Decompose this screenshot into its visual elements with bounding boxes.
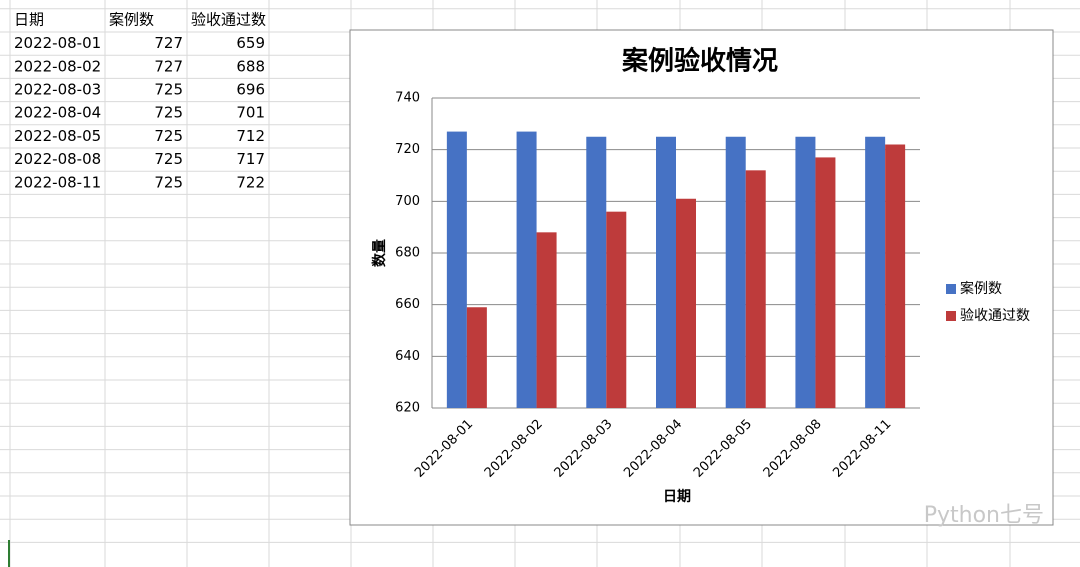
bar <box>656 136 676 408</box>
bar <box>885 144 906 408</box>
cell-date: 2022-08-03 <box>14 81 101 99</box>
watermark: Python七号 <box>924 503 1044 528</box>
cell-date: 2022-08-02 <box>14 57 101 75</box>
column-header: 日期 <box>14 11 44 29</box>
y-tick-label: 680 <box>395 246 420 261</box>
cell-number: 722 <box>236 173 265 191</box>
cell-number: 725 <box>154 81 183 99</box>
legend-swatch <box>946 284 956 294</box>
y-tick-label: 660 <box>395 297 420 312</box>
bar <box>606 211 627 408</box>
cell-date: 2022-08-01 <box>14 34 101 52</box>
cell-number: 688 <box>236 57 265 75</box>
cell-date: 2022-08-11 <box>14 173 101 191</box>
chart-title: 案例验收情况 <box>621 46 778 77</box>
y-tick-label: 740 <box>395 91 420 106</box>
cell-number: 696 <box>236 81 265 99</box>
cell-date: 2022-08-08 <box>14 150 101 168</box>
bar <box>516 131 537 409</box>
cell-number: 725 <box>154 127 183 145</box>
bar <box>586 136 607 408</box>
bar <box>795 136 816 408</box>
legend-swatch <box>946 311 956 321</box>
bar <box>466 307 487 408</box>
bar <box>536 232 557 408</box>
chart-frame <box>349 29 1054 526</box>
cell-number: 725 <box>154 150 183 168</box>
y-tick-label: 640 <box>395 349 420 364</box>
y-tick-label: 620 <box>395 401 420 416</box>
x-axis-label: 日期 <box>663 489 691 505</box>
cell-number: 725 <box>154 173 183 191</box>
cell-date: 2022-08-04 <box>14 104 101 122</box>
y-tick-label: 720 <box>395 142 420 157</box>
legend-label: 验收通过数 <box>960 308 1030 324</box>
bar <box>865 136 886 408</box>
y-tick-label: 700 <box>395 194 420 209</box>
cell-number: 659 <box>236 34 265 52</box>
legend-label: 案例数 <box>960 280 1002 297</box>
bar <box>446 131 467 409</box>
column-header: 案例数 <box>109 11 154 29</box>
bar <box>676 198 696 408</box>
cell-number: 712 <box>236 127 265 145</box>
column-header: 验收通过数 <box>191 11 266 29</box>
cell-number: 701 <box>236 104 265 122</box>
cell-number: 727 <box>154 34 183 52</box>
bar <box>815 157 836 408</box>
y-axis-label: 数量 <box>371 239 388 267</box>
cell-number: 727 <box>154 57 183 75</box>
cell-date: 2022-08-05 <box>14 127 101 145</box>
bar <box>725 136 746 408</box>
cell-number: 717 <box>236 150 265 168</box>
cell-number: 725 <box>154 104 183 122</box>
bar <box>745 170 766 408</box>
